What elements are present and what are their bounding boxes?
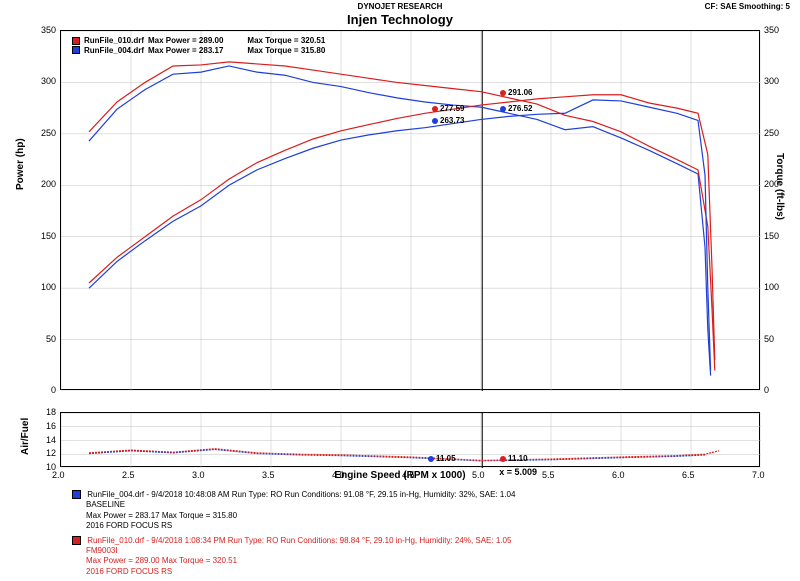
main-chart-area — [60, 30, 760, 390]
legend-row: RunFile_010.drf Max Power = 289.00 Max T… — [72, 36, 325, 46]
header-smoothing: CF: SAE Smoothing: 5 — [705, 2, 790, 11]
footer-line: BASELINE — [86, 500, 125, 509]
legend-run1-pw: Max Power = 289.00 — [148, 36, 223, 46]
header-research: DYNOJET RESEARCH — [0, 2, 800, 11]
header-bar: DYNOJET RESEARCH CF: SAE Smoothing: 5 — [0, 2, 800, 11]
yaxis-afr-label: Air/Fuel — [20, 418, 31, 455]
marker-tq-blue: 276.52 — [500, 104, 532, 113]
marker-hp-red: 277.59 — [432, 104, 464, 113]
legend-run1-file: RunFile_010.drf — [84, 36, 144, 46]
legend-run2-tq: Max Torque = 315.80 — [247, 46, 325, 56]
legend-top: RunFile_010.drf Max Power = 289.00 Max T… — [72, 36, 325, 55]
footer-line: RunFile_004.drf - 9/4/2018 10:48:08 AM R… — [87, 490, 515, 499]
footer-line: 2016 FORD FOCUS RS — [86, 567, 172, 576]
footer-swatch — [72, 536, 81, 545]
chart-title: Injen Technology — [0, 12, 800, 27]
marker-hp-blue: 263.73 — [432, 116, 464, 125]
legend-run2-pw: Max Power = 283.17 — [148, 46, 223, 56]
legend-swatch — [72, 37, 80, 45]
marker-afr-blue: 11.05 — [428, 454, 456, 463]
footer-line: Max Power = 283.17 Max Torque = 315.80 — [86, 511, 237, 520]
legend-row: RunFile_004.drf Max Power = 283.17 Max T… — [72, 46, 325, 56]
footer-legend: RunFile_004.drf - 9/4/2018 10:48:08 AM R… — [72, 490, 515, 581]
footer-blue: RunFile_004.drf - 9/4/2018 10:48:08 AM R… — [72, 490, 515, 532]
main-chart-svg — [61, 31, 761, 391]
afr-chart-area — [60, 412, 760, 467]
footer-line: Max Power = 289.00 Max Torque = 320.51 — [86, 556, 237, 565]
xaxis-label: Engine Speed (RPM x 1000) — [0, 470, 800, 481]
marker-afr-red: 11.10 — [500, 454, 528, 463]
afr-chart-svg — [61, 413, 761, 468]
marker-tq-red: 291.06 — [500, 88, 532, 97]
footer-swatch — [72, 490, 81, 499]
footer-line: RunFile_010.drf - 9/4/2018 1:08:34 PM Ru… — [87, 536, 511, 545]
footer-line: FM9003I — [86, 546, 118, 555]
footer-line: 2016 FORD FOCUS RS — [86, 521, 172, 530]
legend-swatch — [72, 46, 80, 54]
legend-run1-tq: Max Torque = 320.51 — [247, 36, 325, 46]
yaxis-left-label: Power (hp) — [15, 138, 26, 190]
legend-run2-file: RunFile_004.drf — [84, 46, 144, 56]
